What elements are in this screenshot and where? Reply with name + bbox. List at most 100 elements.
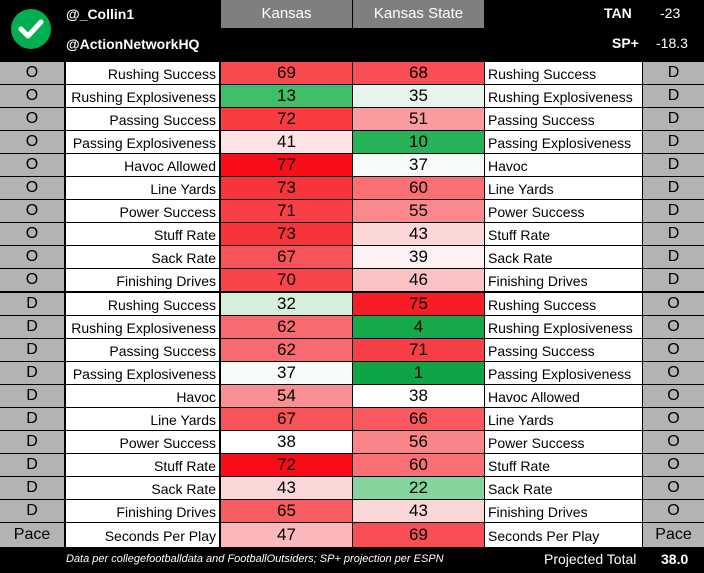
row-label-left: Finishing Drives — [66, 500, 219, 522]
row-side-left: O — [0, 246, 64, 268]
team2-value: 35 — [353, 85, 484, 107]
row-label-left: Stuff Rate — [66, 454, 219, 476]
team2-value: 60 — [353, 177, 484, 199]
sp-value: -18.3 — [656, 35, 688, 51]
row-side-right: O — [643, 500, 704, 522]
row-label-right: Rushing Explosiveness — [485, 85, 642, 107]
row-side-right: D — [643, 200, 704, 222]
row-side-left: D — [0, 339, 64, 361]
row-label-right: Havoc Allowed — [485, 385, 642, 407]
team1-value: 73 — [221, 177, 352, 199]
row-label-right: Line Yards — [485, 408, 642, 430]
row-side-left: O — [0, 200, 64, 222]
row-side-left: O — [0, 177, 64, 199]
team1-value: 70 — [221, 269, 352, 291]
row-label-right: Passing Explosiveness — [485, 131, 642, 153]
row-label-left: Finishing Drives — [66, 269, 219, 291]
projected-total-value: 38.0 — [661, 551, 689, 567]
row-side-right: D — [643, 269, 704, 291]
team2-value: 22 — [353, 477, 484, 499]
row-label-right: Passing Success — [485, 339, 642, 361]
team1-value: 67 — [221, 408, 352, 430]
row-label-left: Passing Success — [66, 339, 219, 361]
team1-value: 72 — [221, 108, 352, 130]
row-label-left: Passing Explosiveness — [66, 362, 219, 384]
row-side-right: Pace — [643, 523, 704, 547]
row-side-left: D — [0, 385, 64, 407]
team2-value: 10 — [353, 131, 484, 153]
row-side-left: O — [0, 62, 64, 84]
team1-value: 71 — [221, 200, 352, 222]
author-handle: @_Collin1 — [66, 6, 135, 22]
team1-value: 54 — [221, 385, 352, 407]
row-label-left: Rushing Explosiveness — [66, 316, 219, 338]
tan-label: TAN — [604, 5, 632, 21]
row-side-left: D — [0, 316, 64, 338]
row-label-left: Line Yards — [66, 177, 219, 199]
row-label-right: Line Yards — [485, 177, 642, 199]
team1-value: 37 — [221, 362, 352, 384]
team2-value: 46 — [353, 269, 484, 291]
team2-value: 1 — [353, 362, 484, 384]
row-label-left: Passing Success — [66, 108, 219, 130]
team2-header: Kansas State — [353, 0, 484, 28]
row-side-right: O — [643, 431, 704, 453]
team2-value: 66 — [353, 408, 484, 430]
row-side-right: O — [643, 362, 704, 384]
team2-value: 43 — [353, 223, 484, 245]
team2-value: 55 — [353, 200, 484, 222]
row-label-left: Line Yards — [66, 408, 219, 430]
team1-value: 72 — [221, 454, 352, 476]
team1-value: 73 — [221, 223, 352, 245]
team1-value: 65 — [221, 500, 352, 522]
team1-value: 13 — [221, 85, 352, 107]
row-side-left: O — [0, 108, 64, 130]
row-label-left: Rushing Explosiveness — [66, 85, 219, 107]
row-side-right: D — [643, 131, 704, 153]
row-side-right: D — [643, 246, 704, 268]
row-side-left: O — [0, 154, 64, 176]
row-side-left: D — [0, 500, 64, 522]
team1-value: 77 — [221, 154, 352, 176]
team1-value: 32 — [221, 293, 352, 315]
row-label-right: Finishing Drives — [485, 500, 642, 522]
team2-value: 37 — [353, 154, 484, 176]
team2-value: 60 — [353, 454, 484, 476]
row-side-left: D — [0, 431, 64, 453]
row-label-left: Power Success — [66, 431, 219, 453]
team1-value: 67 — [221, 246, 352, 268]
row-label-left: Havoc Allowed — [66, 154, 219, 176]
row-side-right: D — [643, 108, 704, 130]
team2-value: 69 — [353, 523, 484, 547]
row-side-right: O — [643, 454, 704, 476]
row-label-right: Havoc — [485, 154, 642, 176]
row-label-right: Rushing Success — [485, 62, 642, 84]
row-label-right: Power Success — [485, 200, 642, 222]
row-side-right: D — [643, 85, 704, 107]
team2-value: 56 — [353, 431, 484, 453]
row-side-left: D — [0, 362, 64, 384]
data-source-note: Data per collegefootballdata and Footbal… — [66, 553, 444, 565]
row-side-right: D — [643, 62, 704, 84]
row-label-left: Seconds Per Play — [66, 523, 219, 547]
row-side-right: O — [643, 408, 704, 430]
row-label-left: Passing Explosiveness — [66, 131, 219, 153]
row-side-left: O — [0, 85, 64, 107]
team2-value: 4 — [353, 316, 484, 338]
row-side-left: D — [0, 293, 64, 315]
sp-label: SP+ — [612, 35, 639, 51]
row-side-left: Pace — [0, 523, 64, 547]
row-side-right: O — [643, 477, 704, 499]
row-label-right: Power Success — [485, 431, 642, 453]
row-label-right: Passing Explosiveness — [485, 362, 642, 384]
network-handle: @ActionNetworkHQ — [66, 36, 200, 52]
team1-value: 38 — [221, 431, 352, 453]
team2-value: 68 — [353, 62, 484, 84]
row-side-left: O — [0, 131, 64, 153]
team1-value: 43 — [221, 477, 352, 499]
row-side-right: D — [643, 154, 704, 176]
row-label-right: Rushing Success — [485, 293, 642, 315]
row-side-left: O — [0, 223, 64, 245]
row-side-left: O — [0, 269, 64, 291]
row-side-right: D — [643, 177, 704, 199]
